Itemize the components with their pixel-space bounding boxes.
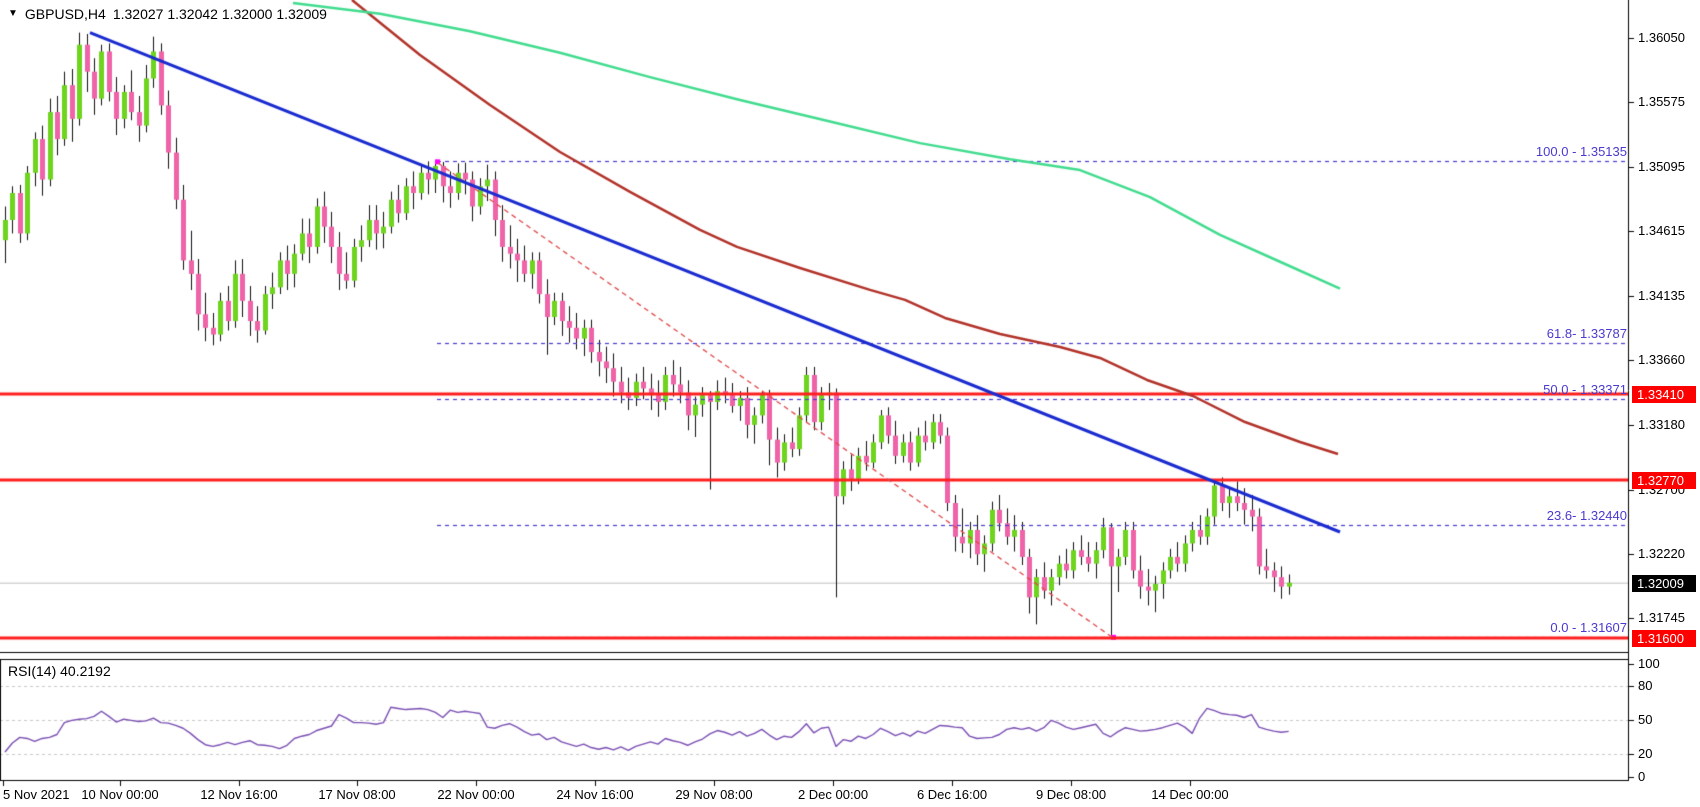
time-axis-label: 12 Nov 16:00 [200, 787, 278, 802]
time-axis-label: 9 Dec 08:00 [1035, 787, 1107, 802]
time-axis-label: 22 Nov 00:00 [437, 787, 515, 802]
fib-level-label: 100.0 - 1.35135 [1535, 144, 1627, 160]
chart-title: ▼ GBPUSD,H4 1.32027 1.32042 1.32000 1.32… [8, 6, 327, 22]
ohlc-readout: 1.32027 1.32042 1.32000 1.32009 [112, 6, 327, 22]
current-price-badge: 1.32009 [1632, 574, 1696, 592]
fib-level-label: 0.0 - 1.31607 [1550, 619, 1627, 635]
time-axis-label: 5 Nov 2021 [3, 787, 70, 802]
rsi-scale-label: 20 [1638, 746, 1653, 762]
price-axis-tick-label: 1.33660 [1638, 352, 1685, 368]
price-line-badge: 1.32770 [1632, 472, 1696, 490]
price-axis-tick-label: 1.36050 [1638, 30, 1685, 45]
fib-level-label: 61.8- 1.33787 [1546, 326, 1627, 342]
price-line-badge: 1.33410 [1632, 385, 1696, 403]
time-axis-label: 29 Nov 08:00 [675, 787, 753, 802]
time-axis-label: 17 Nov 08:00 [318, 787, 396, 802]
price-axis-tick-label: 1.31745 [1638, 610, 1685, 626]
rsi-scale-label: 80 [1638, 678, 1653, 694]
rsi-indicator-label: RSI(14) 40.2192 [8, 663, 111, 679]
price-line-badge: 1.31600 [1632, 629, 1696, 647]
price-axis-tick-label: 1.34615 [1638, 223, 1685, 239]
symbol-timeframe-label: GBPUSD,H4 [24, 6, 106, 22]
rsi-scale-label: 50 [1638, 712, 1653, 728]
time-axis-label: 24 Nov 16:00 [556, 787, 634, 802]
rsi-scale-label: 0 [1638, 769, 1646, 784]
time-axis-label: 2 Dec 00:00 [797, 787, 869, 802]
price-axis-tick-label: 1.32220 [1638, 546, 1685, 562]
price-axis-tick-label: 1.35575 [1638, 94, 1685, 110]
time-axis-label: 10 Nov 00:00 [81, 787, 159, 802]
time-axis-label: 14 Dec 00:00 [1151, 787, 1229, 802]
symbol-dropdown-icon[interactable]: ▼ [8, 8, 18, 19]
price-axis-tick-label: 1.33180 [1638, 416, 1685, 432]
fib-level-label: 23.6- 1.32440 [1546, 507, 1627, 523]
fib-level-label: 50.0 - 1.33371 [1543, 382, 1627, 398]
price-axis-tick-label: 1.34135 [1638, 288, 1685, 304]
time-axis-label: 6 Dec 16:00 [916, 787, 988, 802]
rsi-scale-label: 100 [1638, 655, 1660, 671]
price-axis-tick-label: 1.35095 [1638, 158, 1685, 174]
